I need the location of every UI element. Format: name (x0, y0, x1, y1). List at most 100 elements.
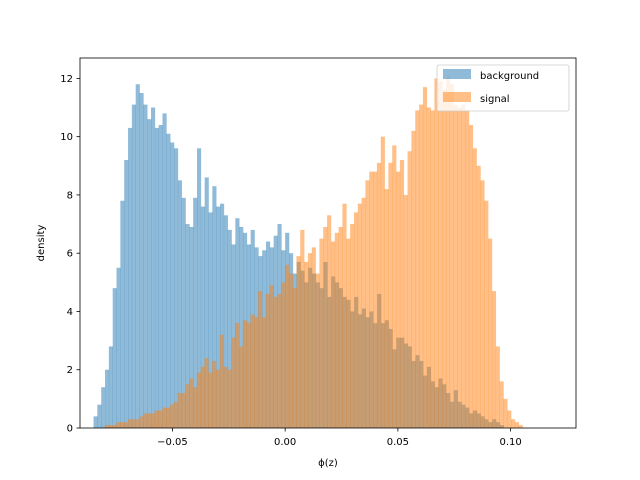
signal-bar (269, 285, 274, 428)
signal-bar (342, 203, 347, 428)
background-bar (208, 212, 213, 428)
signal-bar (361, 197, 366, 428)
y-tick-label: 12 (60, 74, 73, 85)
y-tick-label: 10 (60, 132, 73, 143)
signal-bar (288, 273, 293, 428)
signal-bar (376, 162, 382, 428)
legend-label-background: background (480, 71, 539, 82)
signal-bar (127, 419, 132, 428)
signal-bar (273, 296, 278, 428)
signal-bar (242, 320, 247, 428)
signal-bar (399, 159, 405, 428)
background-bar (128, 127, 133, 429)
signal-bar (476, 165, 481, 429)
legend: background signal (436, 64, 570, 112)
signal-bar (169, 404, 175, 428)
signal-bar (131, 419, 136, 428)
background-bar (108, 346, 113, 428)
signal-bar (338, 226, 343, 428)
legend-swatch-signal (443, 92, 471, 102)
background-bar (239, 226, 244, 428)
signal-bar (430, 110, 435, 428)
signal-bar (284, 264, 290, 428)
signal-bar (503, 398, 508, 428)
background-bar (131, 104, 136, 429)
signal-bar (254, 317, 259, 428)
signal-bar (120, 422, 125, 428)
signal-bar (311, 247, 316, 428)
signal-bar (411, 130, 416, 428)
signal-bar (158, 410, 163, 428)
background-bar (93, 416, 98, 428)
signal-bar (143, 413, 148, 428)
signal-bar (442, 90, 447, 429)
signal-bar (453, 104, 458, 429)
y-tick-label: 2 (67, 365, 73, 376)
background-bar (112, 288, 117, 428)
signal-bar (215, 369, 221, 428)
background-bar (185, 224, 190, 428)
background-bar (216, 206, 221, 428)
signal-bar (200, 366, 205, 428)
signal-bar (296, 256, 301, 428)
signal-bar (185, 384, 190, 428)
signal-bar (457, 107, 462, 428)
background-bar (170, 142, 175, 429)
signal-bar (350, 224, 355, 428)
signal-bar (357, 203, 362, 428)
signal-bar (177, 393, 182, 428)
signal-bar (112, 425, 117, 428)
signal-bar (315, 273, 320, 428)
signal-bar (392, 145, 397, 428)
x-tick-label: 0.05 (387, 437, 409, 448)
signal-bar (396, 171, 401, 428)
signal-bar (353, 212, 359, 428)
signal-bar (219, 334, 224, 428)
background-bar (116, 267, 121, 428)
signal-bar (369, 171, 374, 428)
signal-bar (426, 107, 431, 428)
y-tick-label: 6 (67, 249, 73, 260)
x-tick-label: −0.05 (157, 437, 188, 448)
background-bar (105, 369, 110, 428)
legend-label-signal: signal (480, 94, 510, 105)
background-bar (101, 387, 106, 428)
signal-bar (150, 413, 155, 428)
signal-bar (192, 387, 198, 428)
background-bar (193, 197, 198, 428)
x-axis-ticks: −0.05 0.00 0.05 0.10 (157, 428, 522, 448)
signal-bar (146, 413, 152, 428)
plot-frame (79, 57, 577, 429)
background-bar (143, 104, 148, 429)
signal-bar (307, 253, 313, 428)
background-bar (147, 119, 152, 429)
legend-swatch-background (443, 69, 471, 79)
signal-bar (422, 87, 428, 428)
signal-bar (495, 346, 500, 428)
signal-bar (223, 366, 228, 428)
signal-bar (518, 425, 523, 428)
background-bar (227, 229, 232, 428)
signal-bar (227, 369, 232, 428)
signal-bar (123, 422, 129, 428)
signal-bar (472, 148, 477, 428)
signal-bar (403, 194, 408, 428)
signal-bar (181, 393, 186, 428)
signal-bar (104, 425, 109, 428)
signal-bar (196, 372, 201, 428)
signal-bar (108, 425, 113, 428)
signal-bar (250, 314, 255, 428)
signal-bar (261, 317, 267, 428)
signal-bar (231, 337, 236, 428)
signal-bar (514, 422, 520, 428)
signal-bar (277, 293, 282, 428)
background-bar (120, 200, 125, 428)
y-axis-ticks: 0 2 4 6 8 10 12 (60, 74, 80, 435)
signal-bar (235, 323, 240, 428)
signal-bar (415, 110, 420, 428)
signal-bar (388, 162, 393, 428)
signal-bar (319, 238, 324, 428)
signal-bar (488, 238, 493, 428)
background-bar (97, 404, 102, 428)
background-bar (174, 148, 179, 428)
